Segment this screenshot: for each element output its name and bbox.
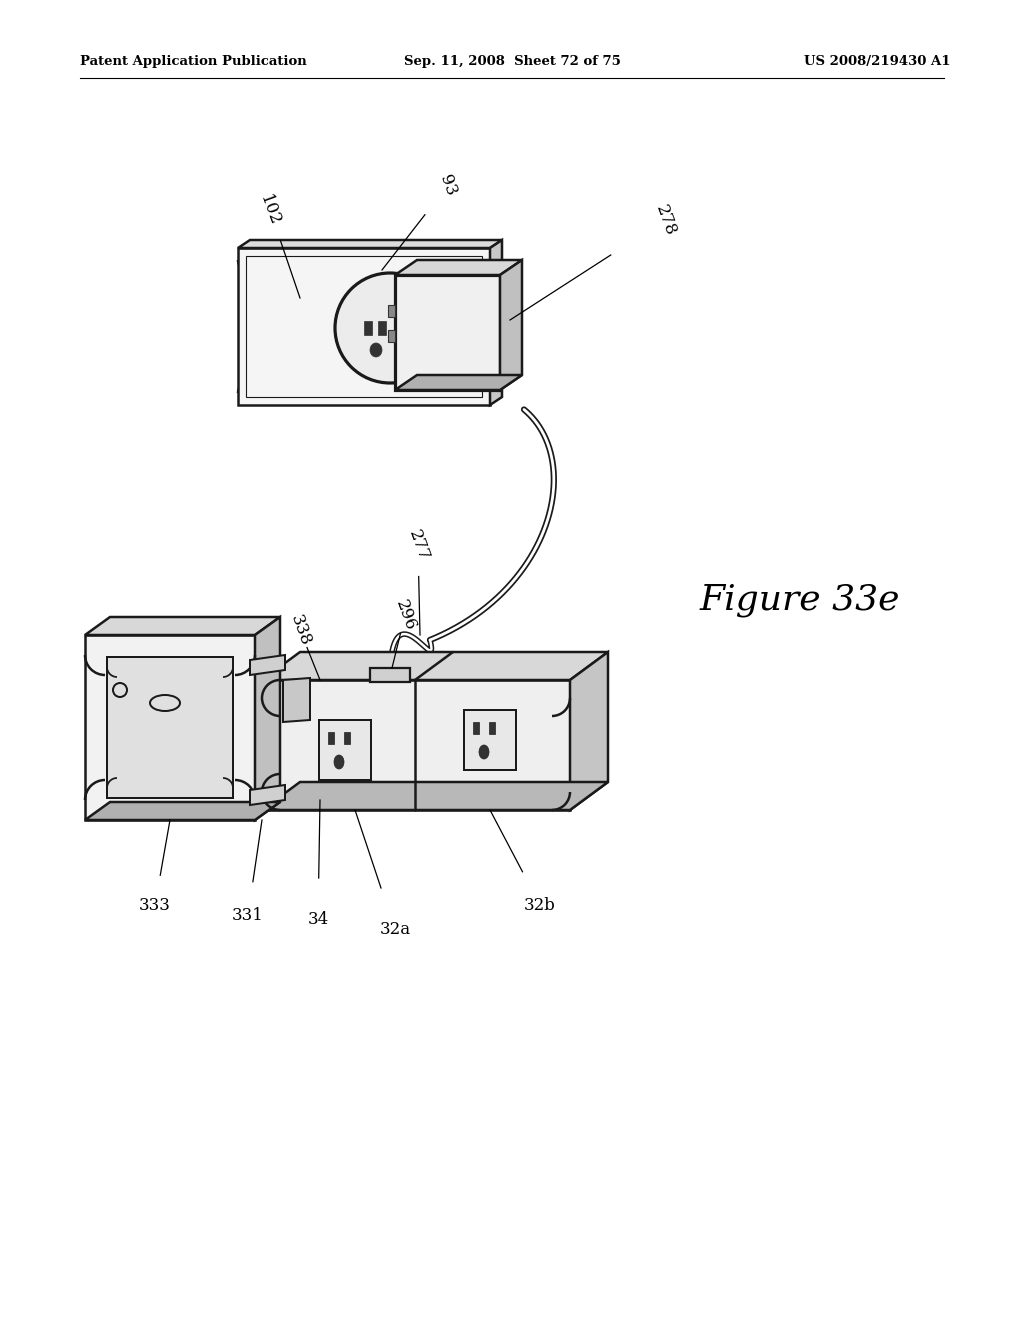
Text: 93: 93 [436,172,460,198]
Polygon shape [395,375,522,389]
Text: 296: 296 [391,597,419,632]
Polygon shape [250,785,285,805]
Polygon shape [395,275,500,389]
Text: Figure 33e: Figure 33e [699,583,900,616]
Text: 277: 277 [404,527,431,562]
Polygon shape [388,305,395,317]
Text: 333: 333 [139,896,171,913]
Text: 32b: 32b [524,896,556,913]
Polygon shape [473,722,479,734]
Polygon shape [283,678,310,722]
Polygon shape [328,733,334,744]
Text: 102: 102 [257,193,284,228]
Polygon shape [85,616,280,635]
Polygon shape [370,668,410,682]
Polygon shape [378,321,386,335]
Polygon shape [262,652,608,680]
Polygon shape [500,260,522,389]
Text: Sep. 11, 2008  Sheet 72 of 75: Sep. 11, 2008 Sheet 72 of 75 [403,55,621,69]
Text: 34: 34 [307,912,329,928]
Polygon shape [388,330,395,342]
Polygon shape [490,240,502,405]
Text: 32a: 32a [380,921,411,939]
Ellipse shape [370,343,382,356]
Ellipse shape [335,273,445,383]
Text: 278: 278 [651,202,679,238]
Polygon shape [262,781,608,810]
Ellipse shape [334,755,344,770]
Polygon shape [364,321,372,335]
Text: 338: 338 [287,612,313,648]
Polygon shape [250,655,285,675]
Polygon shape [106,657,233,799]
Polygon shape [344,733,350,744]
Text: Patent Application Publication: Patent Application Publication [80,55,307,69]
Polygon shape [395,260,522,275]
Polygon shape [238,248,490,405]
Text: 331: 331 [232,907,264,924]
Polygon shape [255,616,280,820]
Ellipse shape [479,744,489,759]
Text: US 2008/219430 A1: US 2008/219430 A1 [804,55,950,69]
Polygon shape [319,719,371,780]
Polygon shape [85,635,255,820]
Polygon shape [85,803,280,820]
Polygon shape [262,680,570,810]
Polygon shape [489,722,495,734]
Polygon shape [464,710,516,770]
Polygon shape [570,652,608,810]
Polygon shape [238,240,502,248]
